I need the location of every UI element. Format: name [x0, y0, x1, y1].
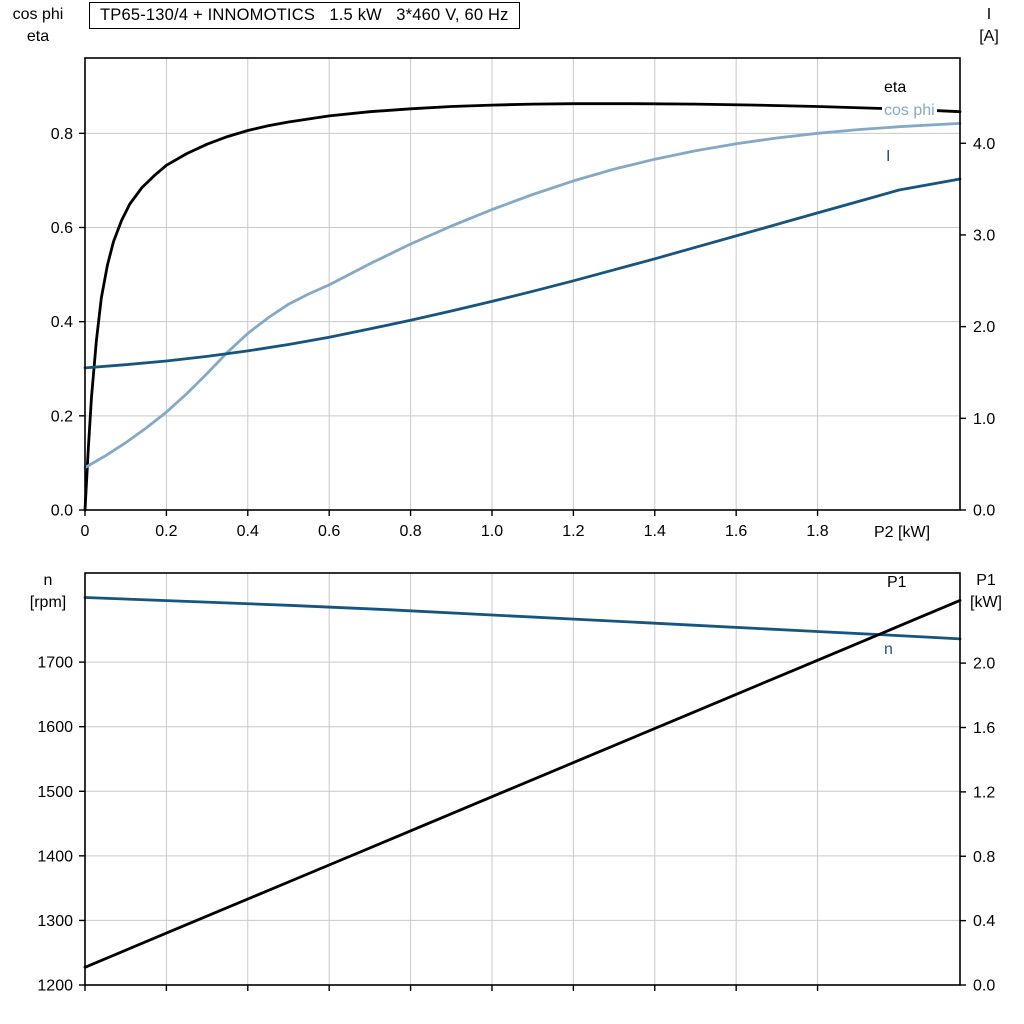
p1-curve-label: P1 [885, 574, 909, 592]
speed-axis-title-line2: [rpm] [29, 594, 67, 611]
chart-title: TP65-130/4 + INNOMOTICS 1.5 kW 3*460 V, … [89, 2, 520, 29]
svg-text:0.8: 0.8 [399, 523, 421, 540]
svg-text:0.6: 0.6 [318, 523, 340, 540]
svg-text:1.2: 1.2 [973, 784, 995, 801]
left-axis-title-line1: cos phi [12, 6, 64, 23]
svg-text:0.4: 0.4 [237, 523, 259, 540]
gridlines [85, 58, 960, 510]
svg-text:0.2: 0.2 [51, 408, 73, 425]
bottom-chart-right-axis-title: P1 [kW] [950, 570, 1022, 614]
svg-text:1.6: 1.6 [725, 523, 747, 540]
svg-text:1.2: 1.2 [562, 523, 584, 540]
n-curve-label: n [882, 641, 895, 659]
plot-border [84, 572, 961, 986]
svg-text:0.4: 0.4 [51, 314, 73, 331]
svg-text:0.4: 0.4 [973, 913, 995, 930]
chart-1: 1200 1300 1400 1500 1600 1700 0.0 0.4 0.8 1.2 1.6 2… [37, 572, 995, 995]
axis-ticks [79, 661, 966, 991]
svg-text:1700: 1700 [37, 655, 73, 672]
svg-text:0.0: 0.0 [973, 978, 995, 995]
svg-text:1.4: 1.4 [644, 523, 666, 540]
svg-text:1600: 1600 [37, 719, 73, 736]
svg-text:0.8: 0.8 [973, 849, 995, 866]
svg-text:0.8: 0.8 [51, 126, 73, 143]
n-curve [83, 596, 962, 641]
svg-text:1.0: 1.0 [481, 523, 503, 540]
tick-labels: 0 0.2 0.4 0.6 0.8 1.0 1.2 1.4 1.6 1.8 0.0 0.2 0.4 0.6… [51, 126, 996, 540]
svg-text:0.0: 0.0 [51, 503, 73, 520]
svg-text:1300: 1300 [37, 913, 73, 930]
eta-curve [83, 102, 962, 512]
svg-text:1.6: 1.6 [973, 720, 995, 737]
svg-text:0.6: 0.6 [51, 220, 73, 237]
svg-text:1400: 1400 [37, 848, 73, 865]
axis-ticks [79, 132, 966, 516]
svg-text:1200: 1200 [37, 978, 73, 995]
power-axis-title-line1: P1 [976, 572, 996, 589]
x-axis-title: P2 [kW] [874, 524, 931, 541]
svg-text:1.0: 1.0 [973, 411, 995, 428]
power-axis-title-line2: [kW] [970, 594, 1002, 611]
chart-0: 0 0.2 0.4 0.6 0.8 1.0 1.2 1.4 1.6 1.8 0.0 0.2 0.4 0.6… [51, 57, 996, 540]
top-chart-right-axis-title: I [A] [956, 4, 1022, 48]
svg-text:2.0: 2.0 [973, 319, 995, 336]
current-curve-label: I [884, 148, 893, 166]
svg-text:0: 0 [81, 523, 90, 540]
cos-phi-curve [83, 122, 962, 470]
eta-curve-label: eta [882, 79, 909, 97]
svg-text:4.0: 4.0 [973, 136, 995, 153]
p1-curve [83, 599, 962, 969]
right-axis-title-line1: I [986, 6, 992, 23]
svg-text:3.0: 3.0 [973, 227, 995, 244]
speed-axis-title-line1: n [43, 572, 53, 589]
tick-labels: 1200 1300 1400 1500 1600 1700 0.0 0.4 0.8 1.2 1.6 2… [37, 655, 995, 995]
cos-phi-curve-label: cos phi [882, 102, 937, 120]
top-chart-left-axis-title: cos phi eta [2, 4, 74, 48]
svg-text:2.0: 2.0 [973, 656, 995, 673]
svg-text:1.8: 1.8 [806, 523, 828, 540]
i-curve [83, 177, 962, 370]
right-axis-title-line2: [A] [979, 28, 999, 45]
bottom-chart-left-axis-title: n [rpm] [2, 570, 94, 614]
svg-text:1500: 1500 [37, 784, 73, 801]
svg-text:0.0: 0.0 [973, 503, 995, 520]
svg-text:0.2: 0.2 [155, 523, 177, 540]
left-axis-title-line2: eta [26, 28, 50, 45]
plot-border [84, 57, 961, 511]
gridlines [85, 573, 960, 985]
